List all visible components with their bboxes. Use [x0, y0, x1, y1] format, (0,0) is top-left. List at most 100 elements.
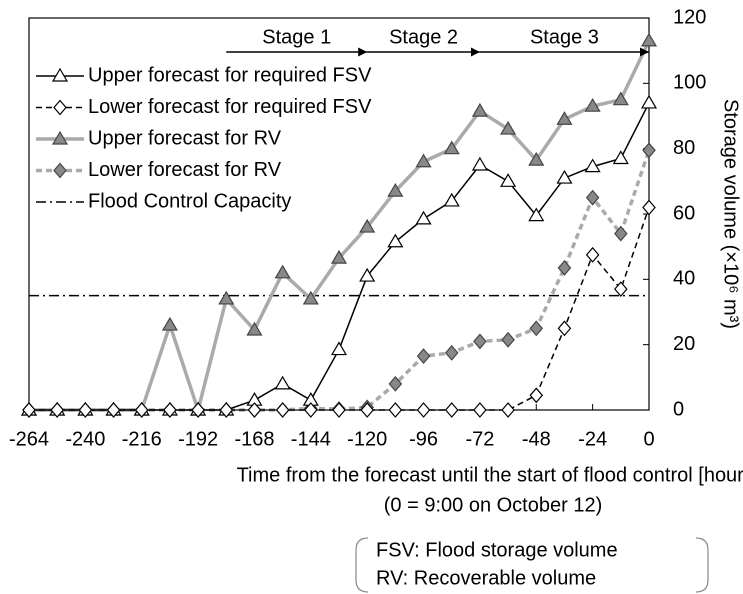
marker: [500, 173, 517, 187]
marker: [612, 91, 629, 106]
marker: [106, 402, 121, 418]
x-tick-label: -120: [347, 428, 387, 450]
marker: [501, 402, 515, 418]
note: RV: Recoverable volume: [376, 567, 596, 589]
x-axis-label: Time from the forecast until the start o…: [237, 464, 743, 486]
note-bracket-right: [695, 537, 709, 593]
y-tick-label: 20: [673, 333, 695, 355]
marker: [359, 267, 376, 282]
marker: [274, 375, 291, 390]
y-tick-label: 60: [673, 202, 695, 224]
marker: [330, 341, 348, 356]
marker: [274, 264, 291, 279]
marker: [330, 249, 348, 264]
marker: [416, 348, 431, 365]
marker: [304, 402, 318, 418]
series-line: [29, 207, 650, 411]
marker: [614, 281, 628, 298]
marker: [219, 402, 234, 418]
marker: [78, 402, 93, 418]
y-tick-label: 80: [673, 137, 695, 159]
marker: [360, 402, 374, 418]
marker: [443, 140, 460, 155]
x-tick-label: -24: [578, 428, 607, 450]
marker: [557, 259, 572, 276]
x-tick-label: -144: [291, 428, 331, 450]
marker: [134, 402, 149, 418]
marker: [387, 233, 404, 248]
marker: [415, 153, 432, 168]
legend-marker: [53, 162, 67, 179]
marker: [473, 402, 487, 418]
stage-label: Stage 1: [262, 26, 331, 48]
marker: [585, 189, 600, 206]
marker: [218, 290, 235, 305]
marker: [612, 150, 629, 165]
marker: [444, 402, 459, 418]
marker: [22, 402, 36, 418]
y-tick-label: 100: [673, 72, 706, 94]
marker: [556, 111, 573, 125]
x-tick-label: -96: [409, 428, 438, 450]
marker: [471, 156, 488, 171]
marker: [163, 402, 177, 418]
marker: [473, 333, 487, 350]
marker: [443, 192, 460, 207]
stage-label: Stage 3: [530, 26, 599, 48]
marker: [642, 199, 656, 216]
marker: [528, 207, 545, 222]
legend-label: Upper forecast for RV: [88, 127, 282, 149]
marker: [584, 158, 601, 173]
x-tick-label: -264: [9, 428, 49, 450]
marker: [388, 402, 403, 418]
legend-marker: [51, 67, 69, 82]
x-tick-label: -168: [234, 428, 274, 450]
legend-label: Lower forecast for required FSV: [88, 96, 372, 118]
marker: [471, 102, 488, 117]
legend-label: Lower forecast for RV: [88, 159, 282, 181]
legend-marker: [51, 130, 69, 145]
marker: [302, 290, 319, 305]
marker: [161, 316, 178, 331]
marker: [614, 225, 628, 242]
marker: [640, 94, 658, 109]
marker: [246, 321, 263, 336]
marker: [585, 246, 600, 263]
x-tick-label: -216: [122, 428, 162, 450]
marker: [642, 142, 656, 159]
marker: [359, 218, 376, 233]
marker: [387, 182, 404, 197]
legend-label: Flood Control Capacity: [88, 190, 291, 212]
x-tick-label: -72: [465, 428, 494, 450]
marker: [444, 344, 459, 361]
marker: [415, 210, 432, 225]
x-tick-label: 0: [643, 428, 654, 450]
x-tick-label: -240: [65, 428, 105, 450]
marker: [50, 402, 64, 418]
marker: [332, 402, 346, 418]
marker: [501, 331, 515, 348]
marker: [556, 169, 573, 184]
y-tick-label: 120: [673, 6, 706, 28]
note-bracket-left: [355, 537, 369, 593]
marker: [191, 402, 205, 418]
note: FSV: Flood storage volume: [376, 539, 618, 561]
marker: [640, 32, 658, 47]
legend-marker: [53, 99, 67, 116]
x-tick-label: -192: [178, 428, 218, 450]
marker: [529, 320, 544, 337]
marker: [247, 402, 262, 418]
marker: [388, 375, 403, 392]
marker: [275, 402, 290, 418]
y-tick-label: 0: [673, 398, 684, 420]
marker: [528, 151, 545, 166]
x-tick-label: -48: [522, 428, 551, 450]
marker: [557, 320, 572, 337]
marker: [416, 402, 431, 418]
marker: [529, 387, 544, 404]
marker: [584, 98, 601, 112]
y-axis-label: Storage volume (×10⁶ m³): [720, 99, 742, 329]
stage-label: Stage 2: [389, 26, 458, 48]
y-tick-label: 40: [673, 268, 695, 290]
